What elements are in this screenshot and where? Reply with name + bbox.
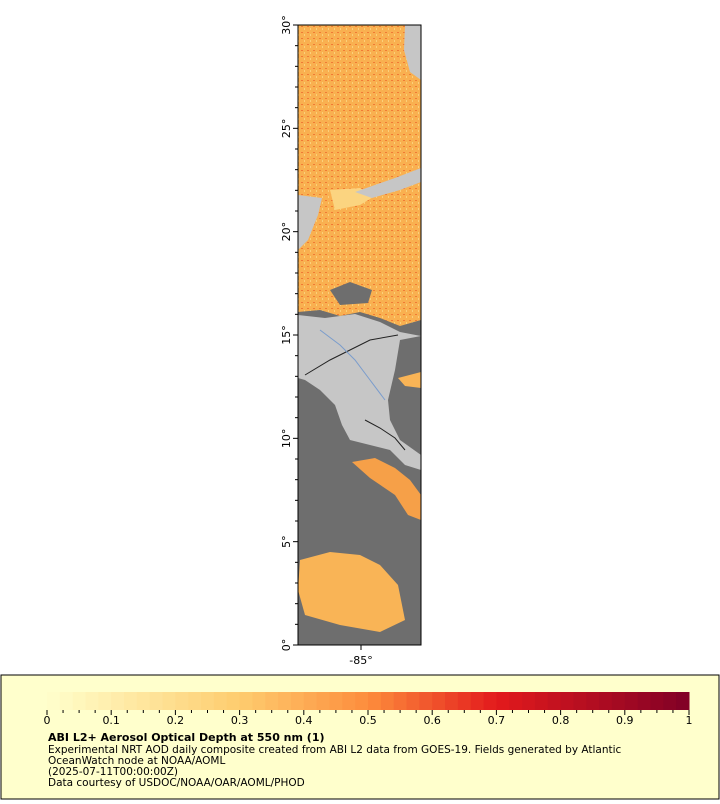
colorbar-segment [509,692,523,710]
colorbar-segment [85,692,99,710]
colorbar-segment [445,692,459,710]
colorbar-tick-label: 0.6 [423,714,441,727]
colorbar-tick-label: 0.5 [359,714,377,727]
colorbar-segment [419,692,433,710]
colorbar-segment [252,692,266,710]
colorbar-segment [432,692,446,710]
colorbar-segment [239,692,253,710]
colorbar-segment [136,692,151,710]
colorbar-segment [226,692,241,710]
colorbar-segment [213,692,228,710]
colorbar-segment [111,692,125,710]
colorbar-segment [278,692,292,710]
colorbar-segment [329,692,343,710]
colorbar-segment [265,692,279,710]
colorbar-segment [650,692,664,710]
colorbar-segment [355,692,369,710]
legend-description: Experimental NRT AOD daily composite cre… [48,744,622,756]
y-tick-label: 25° [280,119,293,139]
y-tick-label: 20° [280,222,293,242]
colorbar-tick-label: 0 [44,714,51,727]
colorbar-tick-label: 0.2 [167,714,185,727]
colorbar-segment [560,692,574,710]
border [304,334,399,376]
colorbar-segment [663,692,677,710]
border [364,419,406,451]
colorbar-segment [611,692,626,710]
y-tick-label: 30° [280,15,293,35]
colorbar-segment [175,692,189,710]
colorbar-segment [547,692,562,710]
river [319,329,386,401]
colorbar-tick-label: 1 [686,714,693,727]
colorbar-segment [637,692,651,710]
colorbar-segment [470,692,485,710]
y-tick-label: 5° [280,535,293,548]
colorbar-tick-label: 0.9 [616,714,634,727]
aerosol-patch [298,552,405,632]
colorbar-tick-label: 0.8 [552,714,570,727]
colorbar-tick-label: 0.7 [488,714,506,727]
colorbar-segment [368,692,382,710]
y-tick-label: 15° [280,325,293,345]
y-tick-label: 10° [280,429,293,449]
colorbar-segment [72,692,87,710]
map-area [298,25,421,645]
colorbar-segment [534,692,549,710]
ocean [330,282,372,305]
aerosol-field [298,25,421,326]
colorbar-segment [483,692,497,710]
colorbar-segment [599,692,613,710]
colorbar-segment [522,692,536,710]
legend-description: Data courtesy of USDOC/NOAA/OAR/AOML/PHO… [48,777,305,789]
colorbar-segment [303,692,318,710]
colorbar-segment [162,692,176,710]
land [404,25,421,80]
x-tick-label: -85° [349,654,372,667]
legend-description: OceanWatch node at NOAA/AOML [48,755,225,767]
colorbar-segment [406,692,420,710]
colorbar-segment [342,692,356,710]
colorbar-segment [380,692,395,710]
colorbar-tick-label: 0.1 [102,714,120,727]
colorbar-segment [59,692,74,710]
colorbar-segment [457,692,472,710]
y-tick-label: 0° [280,639,293,652]
colorbar-segment [290,692,305,710]
colorbar-segment [586,692,600,710]
colorbar-segment [676,692,690,710]
aerosol-patch [398,372,421,388]
colorbar-tick-label: 0.3 [231,714,249,727]
colorbar-segment [98,692,112,710]
colorbar-segment [201,692,215,710]
colorbar-segment [624,692,639,710]
land [355,168,421,198]
colorbar-segment [124,692,138,710]
land [298,195,322,250]
colorbar-segment [188,692,202,710]
legend-title: ABI L2+ Aerosol Optical Depth at 550 nm … [48,731,325,744]
aerosol-patch [352,458,421,520]
colorbar-segment [316,692,330,710]
land [298,314,421,470]
colorbar-segment [496,692,510,710]
colorbar-segment [149,692,164,710]
colorbar-segment [393,692,408,710]
legend-description: (2025-07-11T00:00:00Z) [48,766,178,778]
colorbar-segment [47,692,61,710]
colorbar-segment [573,692,587,710]
colorbar-tick-label: 0.4 [295,714,313,727]
